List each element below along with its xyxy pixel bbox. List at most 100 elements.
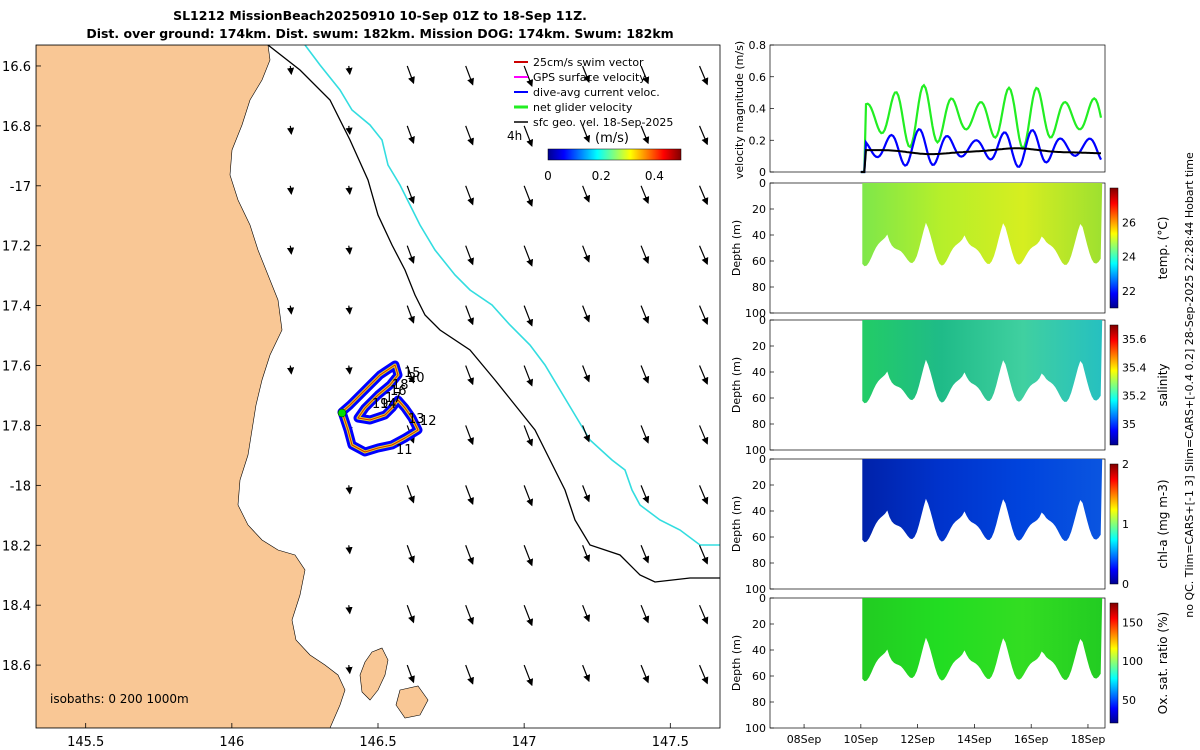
section-ytick-label: 20 (752, 479, 766, 492)
section-cbar-tick-label: 50 (1122, 694, 1136, 707)
section-cbar-label: Ox. sat. ratio (%) (1156, 612, 1170, 714)
current-vector (640, 664, 650, 684)
section-cbar-tick-label: 35 (1122, 418, 1136, 431)
current-vector (345, 245, 353, 255)
current-vector (406, 485, 415, 504)
isobath-200m (267, 45, 720, 583)
current-vector (406, 185, 415, 204)
current-vector (345, 485, 353, 495)
colorbar-tick-label: 0.4 (645, 169, 664, 183)
current-vector (523, 545, 534, 567)
map-ytick-label: 16.6 (2, 60, 31, 75)
section-panel-2: 0 20 40 60 80 100 Depth (m) 0 1 2 chl-a (mg m-3) (730, 453, 1170, 596)
current-vector (698, 604, 709, 625)
colorbar-ticks: 0 0.2 0.4 (544, 169, 664, 183)
section-cbar-tick-label: 100 (1122, 655, 1143, 668)
track-day-label: 16 (390, 384, 407, 399)
current-vector (465, 365, 474, 386)
current-vector (582, 245, 591, 263)
processing-info-label: no QC. Tlim=CARS+[-1 3] Slim=CARS+[-0.4 … (1183, 152, 1196, 618)
current-vector (465, 545, 474, 565)
section-cbar-tick-label: 22 (1122, 285, 1136, 298)
section-ytick-label: 20 (752, 203, 766, 216)
current-vector (345, 65, 353, 76)
section-ytick-label: 40 (752, 229, 766, 242)
section-panel-3: 0 20 40 60 80 100 Depth (m) 50 100 150 Ox. sat. ra… (730, 592, 1170, 735)
current-vector (640, 245, 650, 264)
current-vector (465, 485, 474, 506)
section-ytick-label: 80 (752, 418, 766, 431)
legend-swim-vector: 25cm/s swim vector (533, 56, 644, 69)
current-vector (640, 485, 650, 504)
track-day-label: 18 (392, 378, 409, 393)
section-cbar-tick-label: 35.6 (1122, 333, 1147, 346)
velocity-ytick-label: 0.6 (749, 71, 767, 84)
current-vector (640, 604, 650, 624)
current-vector (523, 664, 534, 687)
section-ytick-label: 100 (745, 722, 766, 735)
current-vector (465, 65, 474, 86)
section-ytick-label: 40 (752, 505, 766, 518)
current-vector (406, 664, 415, 684)
current-vector (698, 545, 709, 565)
current-vector (582, 545, 591, 563)
current-vector (406, 65, 415, 85)
current-vector (523, 245, 534, 267)
velocity-ytick-label: 0.2 (749, 134, 767, 147)
map-ytick-label: 17.6 (2, 360, 31, 375)
map-ytick-label: 18.2 (2, 539, 31, 554)
legend-dive-avg: dive-avg current veloc. (533, 86, 660, 99)
current-vector (698, 305, 709, 325)
section-cbar-tick-label: 2 (1122, 458, 1129, 471)
current-vector (698, 185, 709, 206)
current-vector (523, 365, 534, 387)
current-vector (640, 305, 650, 324)
current-vector (345, 305, 353, 315)
section-ytick-label: 0 (759, 177, 766, 190)
section-cbar-tick-label: 0 (1122, 578, 1129, 591)
legend-gps-velocity: GPS surface velocity (533, 71, 646, 84)
track-day-label: 13 (408, 412, 425, 427)
time-xtick-label: 18Sep (1071, 733, 1106, 746)
current-vector (640, 425, 650, 444)
section-colorbar (1109, 463, 1119, 585)
velocity-series-2 (860, 147, 1101, 173)
current-vector (345, 185, 353, 195)
current-vector (523, 125, 534, 147)
section-colorbar (1109, 324, 1119, 446)
velocity-panel-frame (769, 44, 1106, 173)
section-ytick-label: 0 (759, 453, 766, 466)
section-cbar-tick-label: 35.4 (1122, 361, 1147, 374)
current-vector (345, 125, 353, 136)
current-vector (698, 664, 709, 685)
current-vector (640, 545, 650, 564)
time-xtick-label: 12Sep (900, 733, 935, 746)
current-vector (523, 485, 534, 507)
track-day-label: 11 (396, 443, 413, 458)
section-ytick-label: 0 (759, 314, 766, 327)
section-ytick-label: 20 (752, 340, 766, 353)
current-vector (698, 485, 709, 505)
current-vector (582, 604, 591, 623)
current-vector (582, 185, 591, 203)
section-ytick-label: 60 (752, 531, 766, 544)
map-ytick-label: 16.8 (2, 120, 31, 135)
current-vector (465, 305, 474, 326)
time-series-panels: 0 0.2 0.4 0.6 0.8 velocity magnitude (m/s) 0… (730, 39, 1196, 746)
current-vector (582, 664, 591, 683)
figure-title-line-2: Dist. over ground: 174km. Dist. swum: 18… (86, 26, 674, 41)
current-vector (345, 605, 353, 615)
current-vector (345, 545, 353, 555)
section-ytick-label: 80 (752, 696, 766, 709)
current-vector (465, 425, 474, 446)
section-panel-1: 0 20 40 60 80 100 Depth (m) 35 35.2 35.4 35.6 salin… (730, 314, 1170, 457)
time-xtick-label: 08Sep (787, 733, 822, 746)
current-vector (406, 245, 415, 264)
current-vector (286, 365, 295, 375)
surface-current-vectors (286, 65, 709, 687)
scale-label: 4h (507, 129, 522, 143)
map-ytick-label: 18.6 (2, 659, 31, 674)
section-ytick-label: 60 (752, 392, 766, 405)
current-vector (406, 545, 415, 564)
